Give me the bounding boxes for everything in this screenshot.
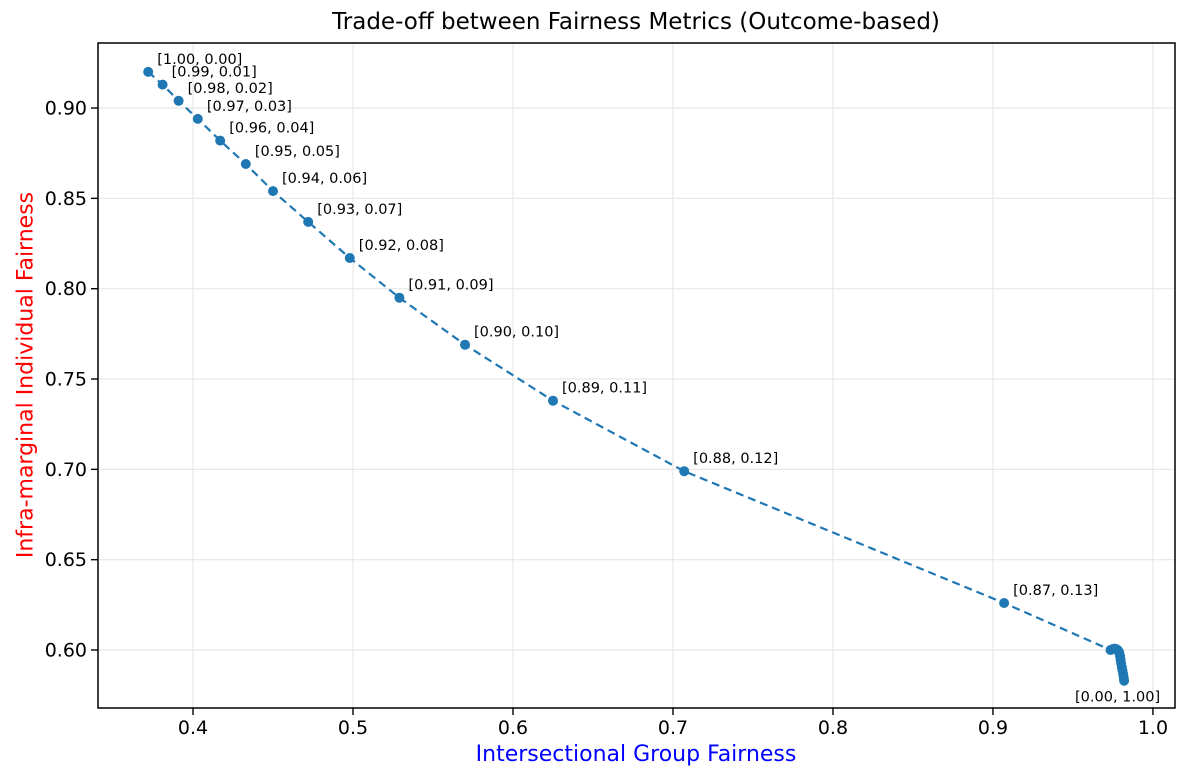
- point-annotation: [0.00, 1.00]: [1075, 690, 1160, 706]
- y-tick-label: 0.70: [45, 459, 87, 481]
- data-point: [999, 598, 1010, 608]
- data-point: [143, 66, 154, 77]
- point-annotation: [0.90, 0.10]: [474, 325, 559, 341]
- data-point: [344, 253, 355, 263]
- point-annotation: [0.91, 0.09]: [408, 278, 493, 294]
- point-annotation: [1.00, 0.00]: [157, 52, 242, 68]
- data-point: [1119, 675, 1130, 686]
- point-annotation: [0.94, 0.06]: [282, 171, 367, 187]
- point-annotation: [0.97, 0.03]: [207, 99, 292, 115]
- plot-border: [97, 42, 1176, 709]
- point-annotation: [0.96, 0.04]: [229, 121, 314, 137]
- data-point: [215, 135, 226, 146]
- point-annotation: [0.88, 0.12]: [693, 451, 778, 467]
- y-tick-label: 0.85: [45, 188, 87, 210]
- y-tick-label: 0.60: [45, 640, 87, 662]
- y-tick-label: 0.75: [45, 369, 87, 391]
- series-line: [147, 71, 1126, 681]
- x-tick-label: 0.6: [498, 717, 528, 739]
- x-axis-label: Intersectional Group Fairness: [475, 742, 797, 767]
- point-annotation: [0.99, 0.01]: [172, 65, 257, 81]
- data-point: [240, 159, 251, 169]
- data-point: [173, 95, 184, 106]
- x-tick-label: 0.5: [338, 717, 368, 739]
- y-tick-label: 0.80: [45, 278, 87, 300]
- data-point: [303, 216, 314, 227]
- data-point: [460, 339, 470, 350]
- x-tick-label: 0.4: [178, 717, 208, 739]
- data-point: [268, 186, 278, 197]
- point-annotation: [0.92, 0.08]: [359, 238, 444, 254]
- x-tick-label: 0.8: [818, 717, 848, 739]
- data-point: [192, 113, 203, 124]
- y-axis-label: Infra-marginal Individual Fairness: [13, 191, 39, 559]
- x-tick-label: 0.7: [658, 717, 688, 739]
- data-point: [157, 79, 168, 90]
- chart-title: Trade-off between Fairness Metrics (Outc…: [332, 9, 940, 35]
- point-annotation: [0.89, 0.11]: [562, 381, 647, 397]
- y-tick-label: 0.65: [45, 549, 87, 571]
- point-annotation: [0.95, 0.05]: [255, 144, 340, 160]
- x-tick-label: 1.0: [1138, 717, 1168, 739]
- y-tick-label: 0.90: [45, 98, 87, 120]
- data-point: [679, 466, 690, 477]
- data-point: [394, 292, 405, 303]
- point-annotation: [0.98, 0.02]: [188, 81, 273, 97]
- point-annotation: [0.87, 0.13]: [1013, 583, 1098, 599]
- point-annotation: [0.93, 0.07]: [317, 202, 402, 218]
- data-point: [548, 395, 558, 406]
- x-tick-label: 0.9: [978, 717, 1008, 739]
